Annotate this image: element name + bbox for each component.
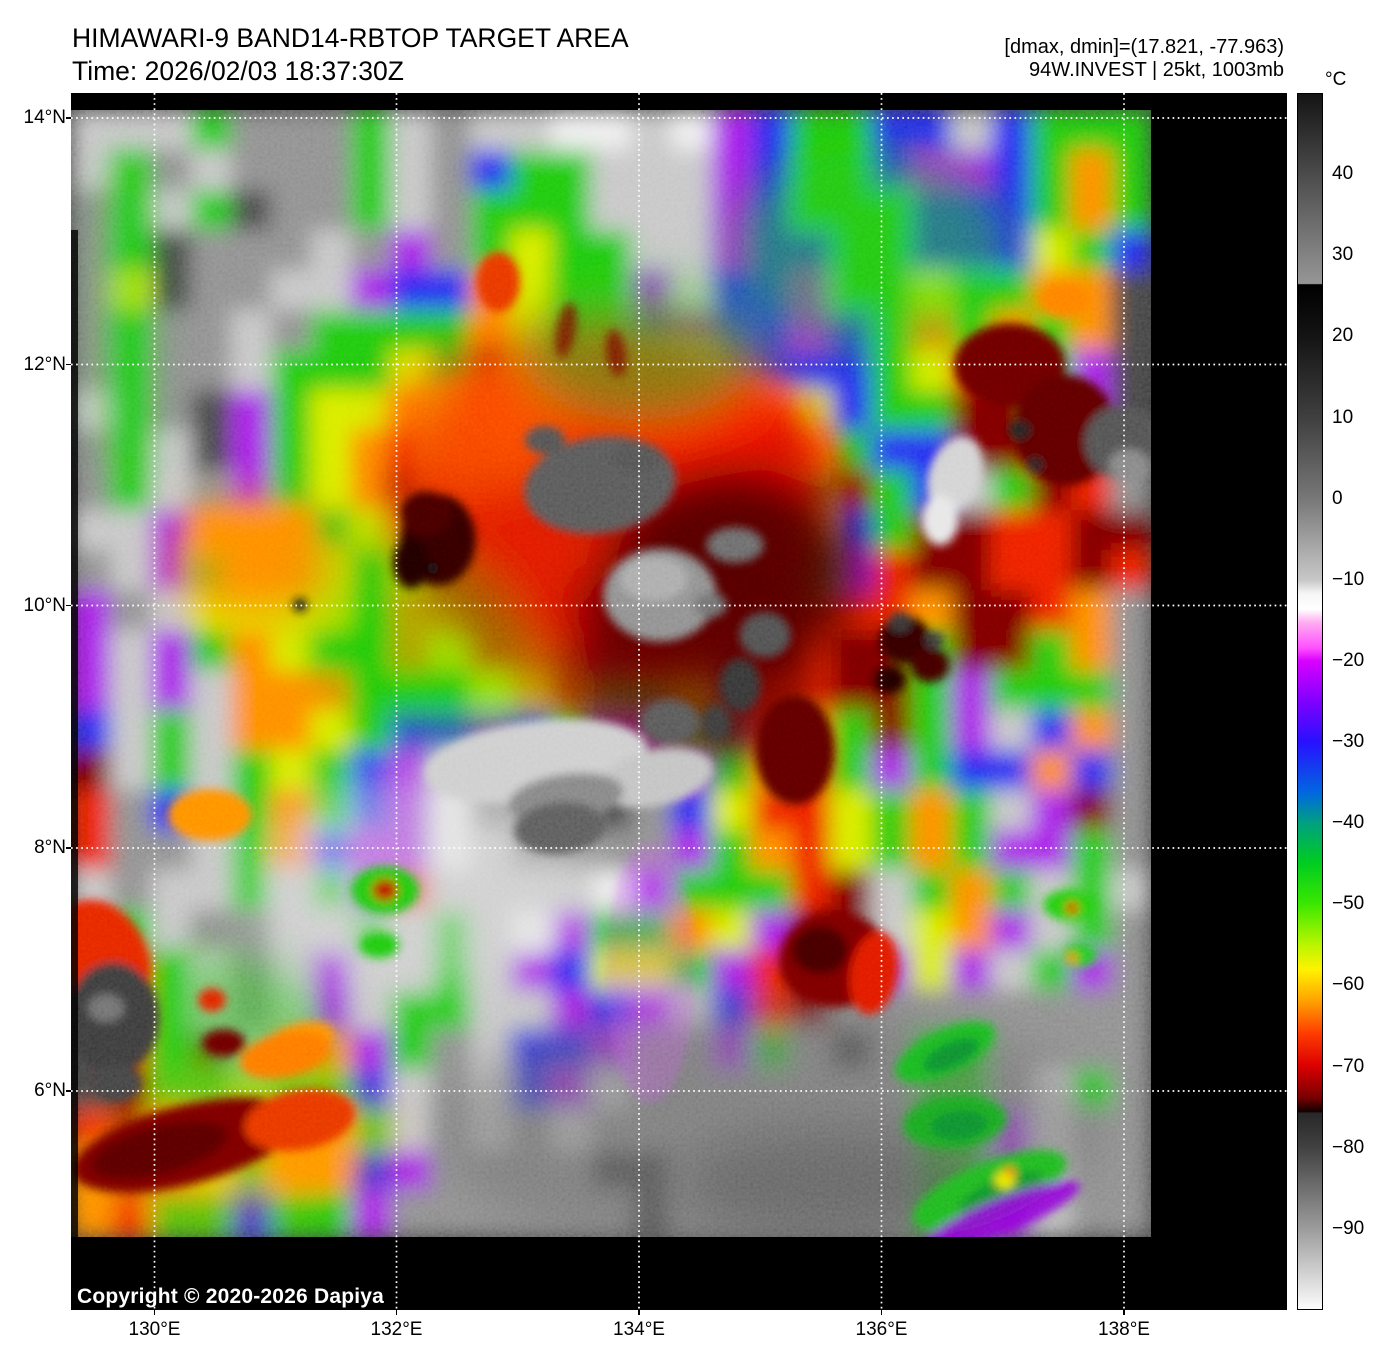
svg-text:Copyright © 2020-2026 Dapiya: Copyright © 2020-2026 Dapiya [77,1285,384,1308]
